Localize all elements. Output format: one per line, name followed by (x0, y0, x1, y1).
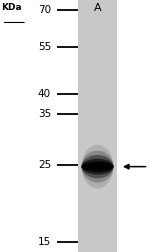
Text: 40: 40 (38, 89, 51, 99)
Ellipse shape (81, 165, 114, 169)
Text: KDa: KDa (2, 4, 22, 12)
Ellipse shape (81, 163, 114, 170)
Text: A: A (94, 4, 101, 13)
Bar (78, 0, 117, 252)
Text: 15: 15 (38, 237, 51, 247)
Ellipse shape (81, 155, 114, 178)
Text: 70: 70 (38, 5, 51, 15)
Ellipse shape (81, 161, 114, 172)
Ellipse shape (81, 145, 114, 188)
Ellipse shape (81, 159, 114, 175)
Text: 25: 25 (38, 160, 51, 170)
Text: 35: 35 (38, 109, 51, 119)
Text: 55: 55 (38, 42, 51, 52)
Ellipse shape (81, 151, 114, 183)
